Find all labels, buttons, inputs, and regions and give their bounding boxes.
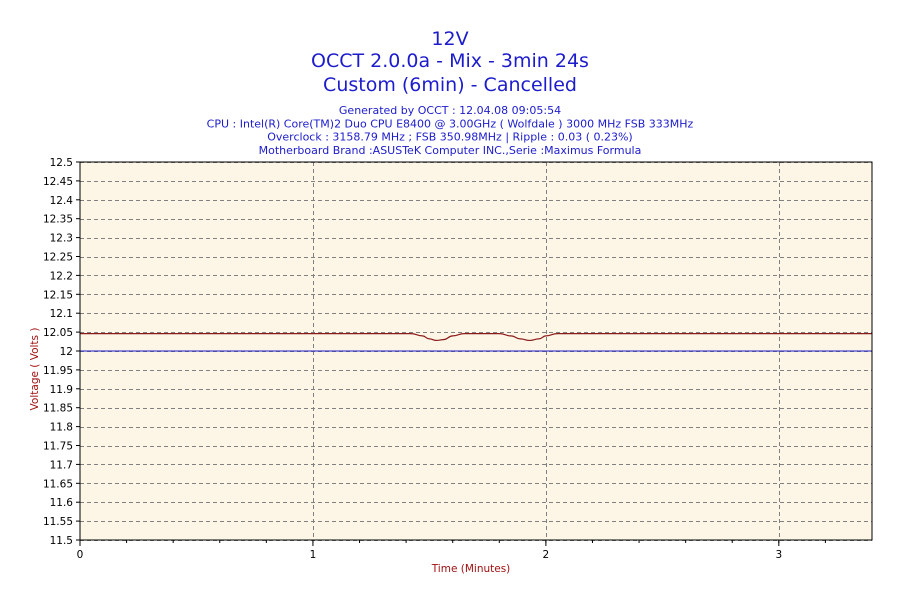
plot-frame [79, 161, 873, 541]
y-tick-label: 11.9 [50, 384, 73, 396]
y-tick-label: 11.8 [50, 422, 73, 434]
y-tick-label: 11.85 [43, 403, 73, 415]
y-tick-label: 11.75 [43, 441, 73, 453]
y-tick-label: 12.1 [50, 308, 73, 320]
y-tick-label: 12.3 [50, 233, 73, 245]
y-tick-label: 11.7 [50, 459, 73, 471]
y-tick-label: 12.2 [50, 270, 73, 282]
x-tick-label: 0 [77, 549, 84, 561]
y-tick-label: 11.55 [43, 516, 73, 528]
y-tick-label: 12.05 [43, 327, 73, 339]
y-tick-label: 12.35 [43, 214, 73, 226]
chart-title-line: Custom (6min) - Cancelled [323, 74, 577, 96]
y-tick-label: 11.65 [43, 478, 73, 490]
x-tick-label: 1 [310, 549, 317, 561]
series-line [79, 333, 872, 342]
x-tick-label: 2 [543, 549, 550, 561]
chart-info-line: CPU : Intel(R) Core(TM)2 Duo CPU E8400 @… [207, 117, 694, 130]
chart-info-line: Generated by OCCT : 12.04.08 09:05:54 [339, 104, 561, 117]
y-axis-label: Voltage ( Volts ) [29, 328, 41, 411]
x-tick-label: 3 [775, 549, 782, 561]
y-tick-label: 12.4 [50, 195, 74, 207]
y-tick-label: 12.15 [43, 289, 73, 301]
y-tick-label: 12.45 [43, 176, 73, 188]
y-tick-label: 12.25 [43, 252, 73, 264]
chart-title-line: 12V [431, 28, 468, 50]
y-tick-label: 12 [60, 346, 73, 358]
y-tick-label: 12.5 [50, 157, 73, 169]
y-tick-label: 11.5 [50, 535, 73, 547]
chart-info-line: Motherboard Brand :ASUSTeK Computer INC.… [259, 144, 642, 157]
x-axis-label: Time (Minutes) [431, 563, 511, 575]
y-tick-label: 11.95 [43, 365, 73, 377]
chart-info-line: Overclock : 3158.79 MHz ; FSB 350.98MHz … [267, 131, 632, 144]
y-tick-label: 11.6 [50, 497, 74, 509]
chart-title-line: OCCT 2.0.0a - Mix - 3min 24s [311, 50, 589, 72]
